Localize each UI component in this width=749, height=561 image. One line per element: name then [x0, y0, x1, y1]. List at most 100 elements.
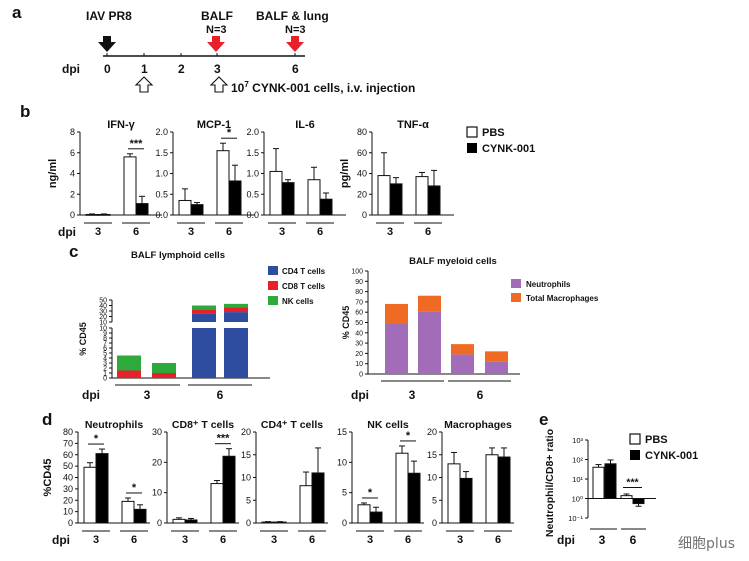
- x-axis-label: dpi: [58, 225, 76, 239]
- y-tick-label: 15: [337, 427, 347, 437]
- significance-label: *: [132, 482, 137, 494]
- y-tick-label: 30: [63, 484, 73, 494]
- y-tick-label: 0: [157, 518, 162, 528]
- bar: [210, 483, 224, 524]
- y-tick-label: 10: [63, 507, 73, 517]
- y-tick-label: 0: [246, 518, 251, 528]
- chart-title: BALF lymphoid cells: [131, 250, 225, 261]
- bar-segment: [485, 361, 508, 374]
- x-tick-label: 6: [220, 534, 226, 546]
- bar: [497, 456, 511, 524]
- y-tick-label: 60: [355, 310, 363, 317]
- significance-label: *: [227, 127, 232, 139]
- legend-pbs-swatch: [466, 126, 478, 138]
- infection-label: IAV PR8: [86, 9, 132, 23]
- bar: [97, 213, 111, 216]
- y-tick-label: 0.5: [246, 189, 259, 199]
- chart-title: IL-6: [295, 119, 315, 131]
- y-tick-label: 30: [355, 341, 363, 348]
- balf-arrow-icon: [207, 36, 225, 52]
- y-tick-label: 4: [70, 169, 75, 179]
- bar: [357, 504, 371, 524]
- significance-label: ***: [217, 433, 231, 445]
- y-tick-label: 80: [355, 289, 363, 296]
- x-tick-label: 3: [93, 534, 99, 546]
- chart-c-myeloid: BALF myeloid cells 0 10 20 30 40 50 60 70 80 90 100…: [341, 256, 599, 402]
- x-tick-label: 3: [182, 534, 188, 546]
- y-tick-label: 6: [103, 346, 107, 353]
- bar-segment: [224, 303, 248, 308]
- y-tick-label: 50: [99, 298, 107, 305]
- legend-swatch: [511, 293, 521, 302]
- legend-e-cynk-label: CYNK-001: [645, 450, 698, 462]
- y-tick-label: 20: [99, 314, 107, 321]
- x-tick-label: 3: [144, 388, 151, 402]
- x-tick-label: 6: [495, 534, 501, 546]
- y-tick-label: 20: [355, 351, 363, 358]
- chart-b-mcp1: 0.0 0.5 1.0 1.5 2.0 MCP-1 3 6 *: [155, 119, 255, 238]
- significance-label: ***: [130, 138, 144, 150]
- y-tick-label: 2.0: [246, 127, 259, 137]
- bar: [604, 463, 617, 499]
- significance-label: ***: [626, 477, 639, 489]
- bar-segment: [224, 312, 248, 322]
- y-tick-label: 0.0: [246, 210, 259, 220]
- timeline-axis-label: dpi: [62, 62, 80, 76]
- y-tick-label: 10: [337, 457, 347, 467]
- chart-e-ratio: 10³ 10² 10¹ 10⁰ 10⁻¹ Neutrophil/CD8+ ratio ***…: [544, 429, 656, 547]
- legend-e-pbs-swatch: [629, 433, 641, 445]
- y-tick-label: 3: [103, 361, 107, 368]
- x-tick-label: 3: [367, 534, 373, 546]
- y-tick-label: 40: [355, 330, 363, 337]
- chart-title: IFN-γ: [107, 119, 135, 131]
- chart-b-ifng: 0 2 4 6 8 IFN-γ ng/ml 3 6 ***: [47, 119, 162, 238]
- bar-segment: [192, 309, 216, 314]
- y-tick-label: 1.0: [155, 169, 168, 179]
- y-tick-label: 10: [152, 488, 162, 498]
- chart-title: MCP-1: [197, 119, 231, 131]
- y-axis-label: % CD45: [78, 322, 88, 356]
- y-tick-label: 60: [63, 450, 73, 460]
- y-tick-label: 8: [103, 336, 107, 343]
- significance-label: *: [368, 487, 373, 499]
- bar: [415, 176, 429, 216]
- y-tick-label: 20: [241, 427, 251, 437]
- x-tick-label: 3: [457, 534, 463, 546]
- x-tick-label: 6: [131, 534, 137, 546]
- chart-d-cd8: 0 10 20 30 CD8⁺ T cells 3 6 ***: [152, 419, 239, 546]
- y-tick-label: 0: [362, 210, 367, 220]
- x-tick-label: 3: [387, 226, 393, 238]
- y-tick-label: 20: [357, 189, 367, 199]
- chart-title: Neutrophils: [85, 419, 143, 431]
- timeline-tick-marks: [106, 53, 296, 56]
- injection-label: 107 CYNK-001 cells, i.v. injection: [231, 80, 415, 95]
- y-tick-label: 10¹: [572, 475, 583, 484]
- bar-segment: [451, 354, 474, 374]
- x-axis-label: dpi: [52, 533, 70, 547]
- bar: [307, 179, 321, 216]
- bar: [121, 500, 135, 524]
- y-tick-label: 10³: [572, 436, 583, 445]
- y-tick-label: 1.0: [246, 169, 259, 179]
- bar: [184, 519, 198, 524]
- bar: [632, 498, 645, 505]
- y-tick-label: 1.5: [155, 148, 168, 158]
- y-tick-label: 0.0: [155, 210, 168, 220]
- chart-b-tnfa: 0 20 40 60 80 TNF-α pg/ml 3 6: [339, 119, 454, 238]
- legend-e-pbs-label: PBS: [645, 434, 668, 446]
- panel-label-d: d: [42, 410, 52, 429]
- y-tick-label: 70: [355, 299, 363, 306]
- bar: [395, 452, 409, 524]
- bar: [222, 455, 236, 524]
- bar: [190, 204, 204, 216]
- legend-label: Neutrophils: [526, 280, 571, 289]
- x-tick-label: 6: [630, 533, 637, 547]
- panel-label-b: b: [20, 102, 30, 121]
- y-tick-label: 30: [152, 427, 162, 437]
- bar: [261, 521, 275, 524]
- x-tick-label: 6: [309, 534, 315, 546]
- y-tick-label: 15: [241, 450, 251, 460]
- bar-segment: [192, 328, 216, 378]
